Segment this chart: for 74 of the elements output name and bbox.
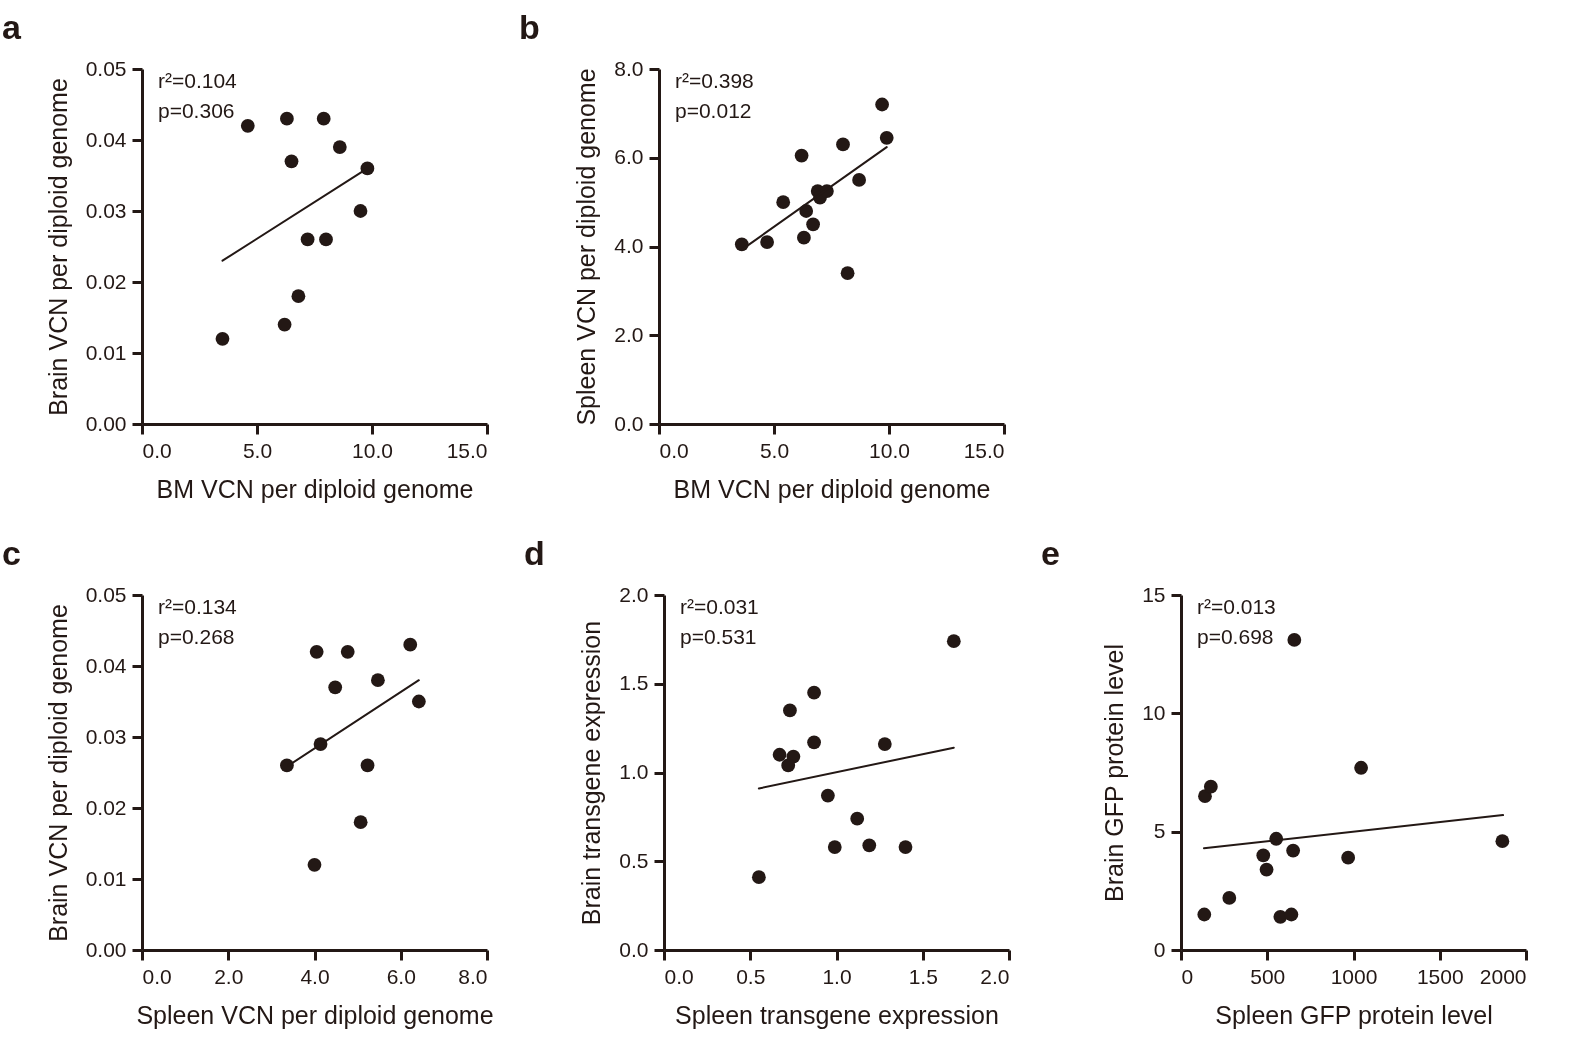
x-axis-title: BM VCN per diploid genome bbox=[156, 474, 474, 503]
annotation: p=0.698 bbox=[1197, 625, 1274, 648]
x-tick-label: 6.0 bbox=[386, 964, 416, 988]
x-tick-label: 0 bbox=[1181, 964, 1194, 988]
y-tick-label: 0.00 bbox=[85, 411, 127, 435]
x-tick-label: 0.5 bbox=[736, 964, 766, 988]
y-tick-label: 0.04 bbox=[85, 653, 127, 677]
y-tick-label: 0 bbox=[1153, 937, 1166, 961]
annotation: p=0.306 bbox=[158, 99, 235, 122]
y-axis-title: Spleen VCN per diploid genome bbox=[572, 68, 601, 426]
x-axis-title: Spleen transgene expression bbox=[675, 1000, 999, 1029]
x-tick-label: 1.0 bbox=[822, 964, 852, 988]
x-tick-label: 1500 bbox=[1416, 964, 1464, 988]
y-tick-label: 0.03 bbox=[85, 198, 127, 222]
annotation: r²=0.013 bbox=[1197, 595, 1276, 618]
y-tick-label: 10 bbox=[1142, 700, 1166, 724]
y-axis-title: Brain GFP protein level bbox=[1100, 644, 1129, 902]
y-tick-label: 2.0 bbox=[619, 582, 649, 606]
annotation: p=0.268 bbox=[158, 625, 235, 648]
x-tick-label: 0.0 bbox=[142, 964, 172, 988]
y-tick-label: 0.5 bbox=[619, 848, 649, 872]
y-tick-label: 0.05 bbox=[85, 582, 127, 606]
x-tick-label: 5.0 bbox=[759, 438, 790, 462]
y-tick-label: 0.0 bbox=[614, 411, 644, 435]
y-tick-label: 2.0 bbox=[614, 322, 644, 346]
x-tick-label: 4.0 bbox=[300, 964, 330, 988]
annotation: r²=0.104 bbox=[158, 69, 238, 92]
x-tick-label: 2.0 bbox=[980, 964, 1010, 988]
annotation: p=0.531 bbox=[680, 625, 757, 648]
y-tick-label: 6.0 bbox=[614, 145, 644, 169]
x-tick-label: 500 bbox=[1250, 964, 1286, 988]
y-tick-label: 0.01 bbox=[85, 340, 127, 364]
x-tick-label: 1.5 bbox=[908, 964, 938, 988]
x-tick-label: 1000 bbox=[1330, 964, 1378, 988]
y-tick-label: 0.02 bbox=[85, 269, 127, 293]
y-tick-label: 0.05 bbox=[85, 56, 127, 80]
x-axis-title: BM VCN per diploid genome bbox=[673, 474, 991, 503]
y-tick-label: 0.00 bbox=[85, 937, 127, 961]
y-tick-label: 8.0 bbox=[614, 56, 644, 80]
chart-title: b bbox=[519, 8, 540, 46]
y-tick-label: 1.0 bbox=[619, 760, 649, 783]
y-tick-label: 0.03 bbox=[85, 724, 127, 748]
chart-title: c bbox=[2, 534, 21, 572]
chart-title: a bbox=[2, 8, 22, 46]
y-tick-label: 0.01 bbox=[85, 866, 127, 890]
chart-title: d bbox=[524, 534, 545, 572]
y-tick-label: 15 bbox=[1142, 582, 1166, 606]
x-tick-label: 15.0 bbox=[446, 438, 488, 462]
annotation: p=0.012 bbox=[675, 99, 752, 122]
x-tick-label: 10.0 bbox=[352, 438, 393, 462]
annotation: r²=0.134 bbox=[158, 595, 238, 618]
y-tick-label: 0.04 bbox=[85, 127, 127, 151]
x-axis-title: Spleen VCN per diploid genome bbox=[136, 1000, 494, 1029]
y-tick-label: 5 bbox=[1153, 819, 1166, 843]
y-tick-label: 4.0 bbox=[614, 234, 644, 257]
x-tick-label: 10.0 bbox=[869, 438, 910, 462]
x-tick-label: 0.0 bbox=[142, 438, 172, 462]
x-tick-label: 2000 bbox=[1479, 964, 1527, 988]
x-tick-label: 0.0 bbox=[659, 438, 689, 462]
x-tick-label: 0.0 bbox=[664, 964, 694, 988]
y-tick-label: 0.0 bbox=[619, 937, 649, 961]
chart-title: e bbox=[1041, 534, 1060, 572]
x-tick-label: 8.0 bbox=[458, 964, 488, 988]
x-tick-label: 15.0 bbox=[963, 438, 1005, 462]
x-tick-label: 2.0 bbox=[214, 964, 244, 988]
y-axis-title: Brain VCN per diploid genome bbox=[43, 78, 72, 416]
y-tick-label: 0.02 bbox=[85, 795, 127, 819]
x-axis-title: Spleen GFP protein level bbox=[1215, 1000, 1493, 1029]
y-axis-title: Brain VCN per diploid genome bbox=[43, 604, 72, 942]
x-tick-label: 5.0 bbox=[242, 438, 273, 462]
annotation: r²=0.398 bbox=[675, 69, 754, 92]
annotation: r²=0.031 bbox=[680, 595, 759, 618]
y-axis-title: Brain transgene expression bbox=[577, 620, 606, 926]
y-tick-label: 1.5 bbox=[619, 671, 649, 695]
